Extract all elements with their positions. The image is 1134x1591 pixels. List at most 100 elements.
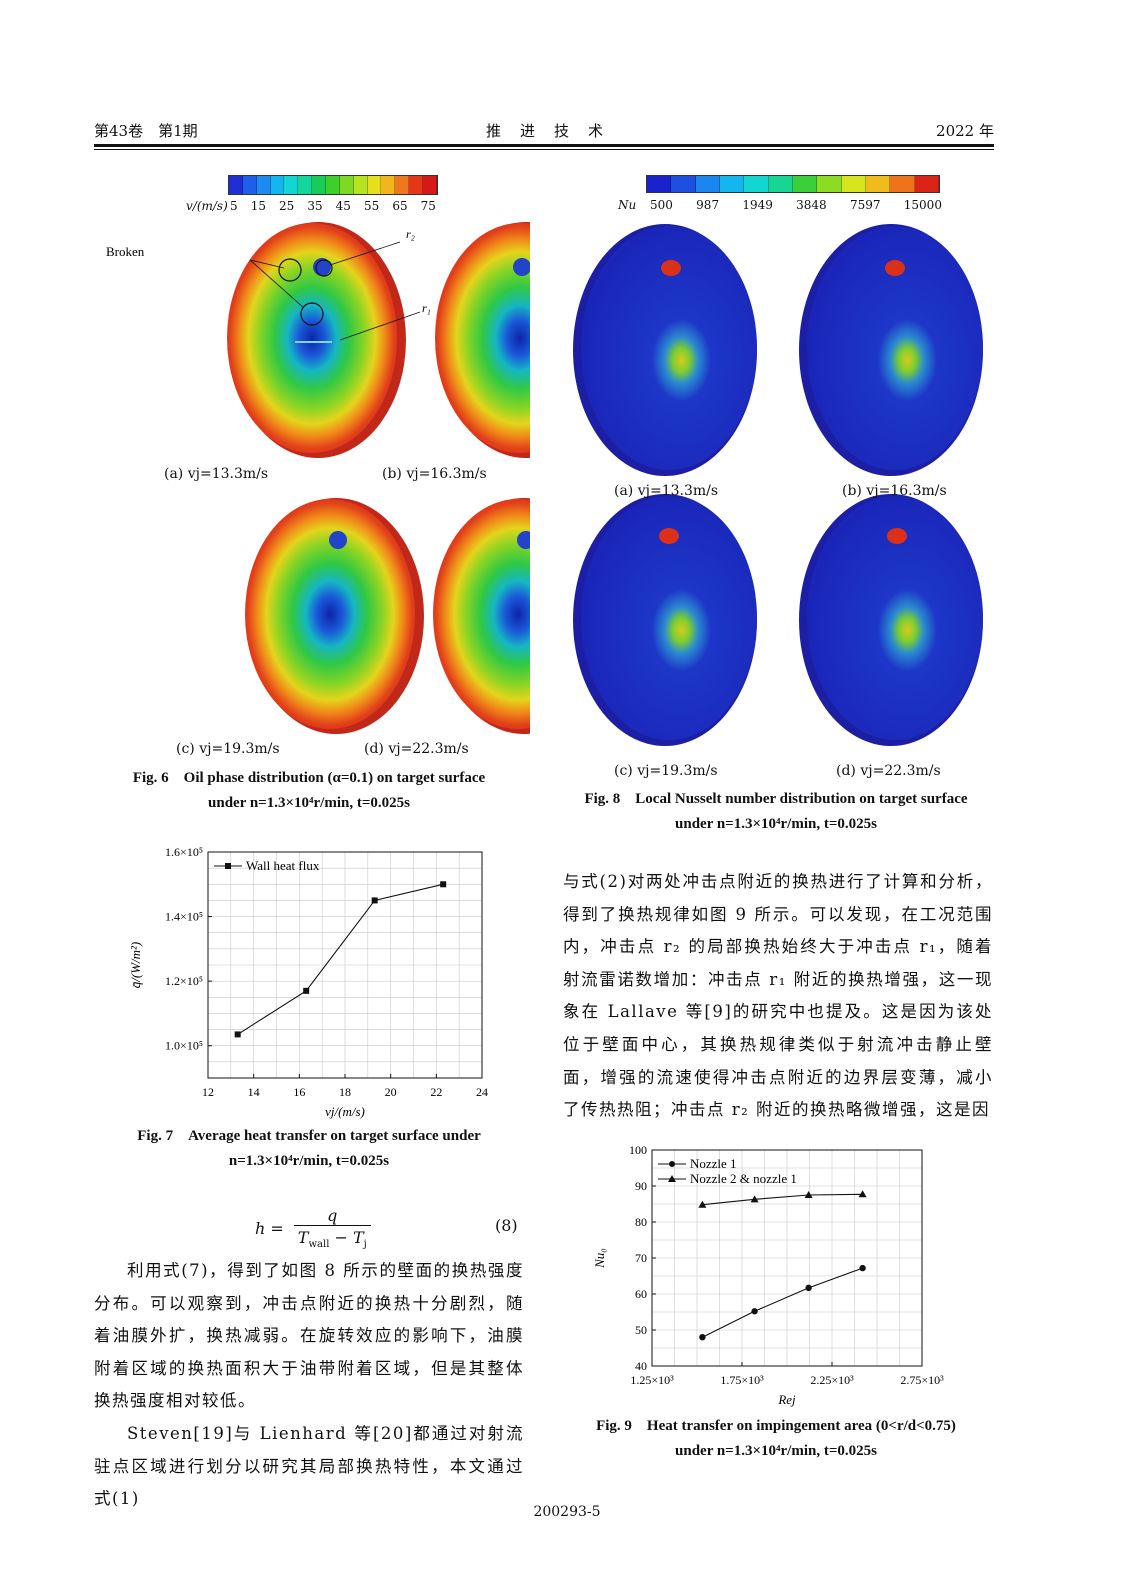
fig6-colorbar-swatch — [367, 176, 382, 194]
data-point — [440, 881, 447, 888]
x-tick-label: 24 — [476, 1085, 488, 1099]
fig8-disk-a — [573, 224, 757, 476]
fig8-contour-panels — [573, 224, 983, 746]
fig6-disk-b — [435, 222, 530, 458]
x-tick-label: 18 — [339, 1085, 351, 1099]
fig7-chart: 12 14 16 18 20 22 24 1.0×10⁵ 1.2×10⁵ 1.4×10⁵ 1.6×1… — [128, 845, 488, 1119]
series-line — [702, 1193, 863, 1206]
fig6-colorbar-tick: 15 — [250, 199, 266, 213]
journal-volume: 第43卷 第1期 — [94, 122, 198, 140]
y-axis-label: q̄/(W/m²) — [128, 942, 143, 989]
fig6-colorbar-tick: 45 — [335, 199, 351, 213]
fig8-colorbar-swatch — [865, 176, 891, 192]
equation-8: h = q Twall − Tj — [255, 1206, 371, 1250]
data-point — [371, 897, 378, 904]
data-point — [859, 1264, 866, 1272]
fig6-caption: Fig. 6 Oil phase distribution (α=0.1) on… — [132, 770, 486, 811]
fig6-colorbar-swatch — [395, 176, 410, 194]
fig6-panel-b-label: (b) vj=16.3m/s — [382, 466, 487, 482]
paragraph-2: Steven[19]与 Lienhard 等[20]都通过对射流驻点区域进行划分… — [94, 1423, 524, 1509]
r2-label: r₂ — [406, 227, 415, 241]
fig9-caption: Fig. 9 Heat transfer on impingement area… — [596, 1418, 956, 1459]
fig8-colorbar-tick: 3848 — [796, 198, 827, 212]
legend-marker — [225, 863, 231, 869]
x-tick-label: 14 — [248, 1085, 260, 1099]
fig8-colorbar-swatch — [792, 176, 818, 192]
y-tick-label: 1.2×10⁵ — [165, 974, 203, 988]
fig8-disk-d — [799, 494, 983, 746]
fig6-colorbar-tick: 5 — [230, 199, 238, 213]
x-axis-label: vj/(m/s) — [325, 1104, 365, 1119]
fig6-colorbar-label: v/(m/s) — [186, 199, 228, 213]
x-tick-label: 2.75×10³ — [900, 1373, 944, 1387]
fig8-colorbar-tick: 15000 — [903, 198, 942, 212]
fig8-colorbar-tick: 1949 — [742, 198, 773, 212]
fig6-disk-d — [433, 498, 530, 734]
fig6-colorbar-tick: 35 — [307, 199, 323, 213]
fig8-colorbar-swatch — [890, 176, 915, 192]
equation-number: (8) — [495, 1216, 518, 1235]
paragraph-3: 与式(2)对两处冲击点附近的换热进行了计算和分析，得到了换热规律如图 9 所示。… — [563, 872, 993, 1120]
x-axis-label: Rej — [777, 1392, 796, 1407]
y-tick-label: 50 — [635, 1323, 647, 1337]
fig6-colorbar-swatch — [312, 176, 327, 194]
y-tick-label: 70 — [635, 1251, 647, 1265]
equation-lhs: h = — [255, 1218, 284, 1238]
broken-circle-1 — [278, 258, 302, 282]
fig6-contour-panels: Broken r₂ r₁ — [106, 222, 530, 734]
header-rule-thin — [94, 149, 994, 150]
y-tick-label: 60 — [635, 1287, 647, 1301]
fig8-panel-a-label: (a) vj=13.3m/s — [614, 483, 719, 499]
y-axis-label: Nu₀ — [592, 1248, 607, 1269]
data-point — [303, 987, 310, 994]
x-tick-label: 16 — [293, 1085, 305, 1099]
y-tick-label: 80 — [635, 1215, 647, 1229]
fig8-colorbar-tick: 987 — [696, 198, 720, 212]
body-text-left: 利用式(7)，得到了如图 8 所示的壁面的换热强度分布。可以观察到，冲击点附近的… — [94, 1255, 524, 1516]
fig8-caption: Fig. 8 Local Nusselt number distribution… — [584, 791, 968, 832]
equation-numerator: q — [327, 1206, 338, 1225]
fig8-colorbar-label: Nu — [618, 198, 637, 212]
y-tick-label: 90 — [635, 1179, 647, 1193]
y-tick-label: 1.0×10⁵ — [165, 1039, 203, 1053]
fig6-colorbar-swatch — [229, 176, 243, 194]
fig8-colorbar-swatch — [744, 176, 769, 192]
data-point — [858, 1190, 867, 1198]
fig6-disk-a: Broken r₂ r₁ — [106, 222, 431, 458]
body-text-right: 与式(2)对两处冲击点附近的换热进行了计算和分析，得到了换热规律如图 9 所示。… — [563, 866, 993, 1127]
fig8-disk-b — [799, 224, 983, 476]
broken-label: Broken — [106, 244, 145, 259]
fig6-colorbar-tick: 65 — [392, 199, 408, 213]
fig6-colorbar-swatch — [256, 176, 271, 194]
fig6-colorbar-swatch — [298, 176, 313, 194]
series-line — [702, 1267, 863, 1338]
fig6-panel-a-label: (a) vj=13.3m/s — [164, 466, 269, 482]
y-tick-label: 1.6×10⁵ — [165, 845, 203, 859]
x-tick-label: 22 — [430, 1085, 442, 1099]
journal-title: 推 进 技 术 — [486, 122, 606, 140]
broken-circle-2 — [300, 302, 324, 326]
legend-marker — [669, 1161, 675, 1167]
y-tick-label: 100 — [629, 1143, 647, 1157]
r1-label: r₁ — [422, 301, 431, 315]
fig8-panel-d-label: (d) vj=22.3m/s — [836, 763, 941, 779]
series-line — [237, 883, 444, 1035]
data-point — [751, 1308, 758, 1315]
fig6-colorbar-swatch — [423, 176, 437, 194]
data-point — [804, 1191, 813, 1198]
fig9-chart: 1.25×10³ 1.75×10³ 2.25×10³ 2.75×10³ 40 50 60 70… — [592, 1143, 944, 1407]
fig6-colorbar-tick: 25 — [279, 199, 295, 213]
paragraph-1: 利用式(7)，得到了如图 8 所示的壁面的换热强度分布。可以观察到，冲击点附近的… — [94, 1261, 524, 1411]
page-number: 200293-5 — [533, 1504, 601, 1520]
y-tick-label: 1.4×10⁵ — [165, 910, 203, 924]
legend-entry: Nozzle 2 & nozzle 1 — [690, 1171, 797, 1186]
fig8-colorbar-swatch — [914, 176, 939, 192]
fig6-disk-c — [245, 498, 424, 734]
fig7-caption: Fig. 7 Average heat transfer on target s… — [137, 1128, 481, 1169]
fig6-colorbar-swatch — [326, 176, 340, 194]
x-tick-label: 2.25×10³ — [810, 1373, 854, 1387]
legend-entry: Nozzle 1 — [690, 1156, 737, 1171]
fig8-colorbar — [646, 175, 940, 193]
journal-year: 2022 年 — [936, 122, 994, 140]
fig8-colorbar-tick: 500 — [650, 198, 673, 212]
